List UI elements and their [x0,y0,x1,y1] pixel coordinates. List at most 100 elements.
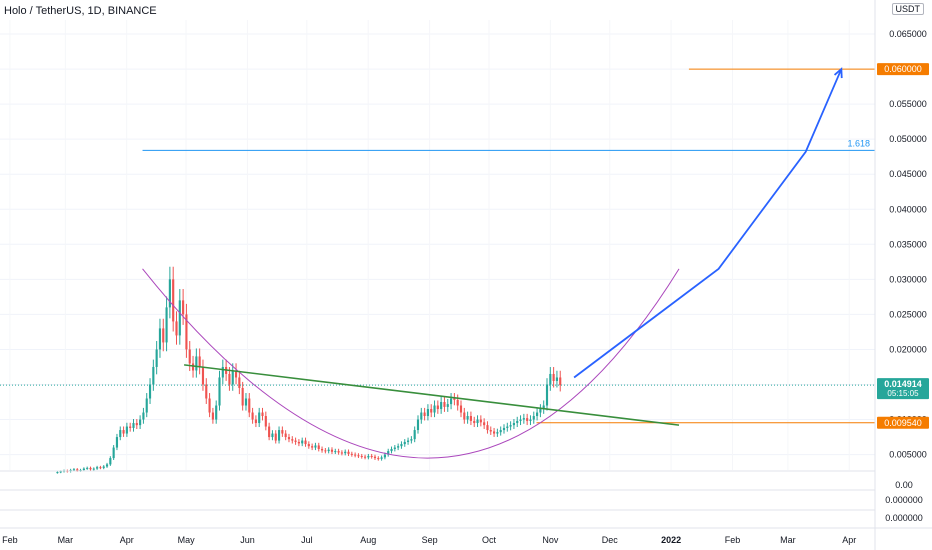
candle [453,393,456,406]
x-tick-label: Apr [120,535,134,545]
support-badge-label: 0.009540 [884,418,922,428]
candle-body [423,412,426,417]
candle-body [559,377,562,386]
candle-body [512,423,515,426]
candle-body [426,409,429,417]
candle-body [380,457,383,459]
candle-body [526,418,529,421]
candle [545,378,549,411]
candle-body [86,467,89,469]
candle [268,422,271,441]
candle-body [383,454,386,458]
candle-body [466,416,469,420]
candle-body [363,456,367,458]
candle [529,415,532,426]
candle [400,441,403,449]
candle [284,430,287,441]
candle [397,443,400,451]
candle [430,404,433,418]
candle [264,411,267,431]
candle-body [324,450,327,452]
candle [344,449,347,456]
candle-body [397,446,400,448]
candle [168,266,171,319]
candle [370,453,373,459]
candle-body [109,458,112,465]
candle [519,415,522,426]
x-tick-label: Sep [422,535,438,545]
candle [218,370,221,411]
candle-body [387,451,390,455]
candle [148,378,152,404]
lower-tick-label: 0.000000 [885,513,923,523]
candle-body [294,440,297,442]
candle-body [182,300,185,315]
candle-body [529,419,532,421]
candle [112,445,115,460]
candle-body [287,437,291,440]
candle [509,421,512,431]
candle-body [261,412,264,417]
candles [56,266,562,474]
candle [287,433,291,443]
candle-body [122,430,125,434]
projection-path [573,68,843,379]
x-tick-label: Jul [301,535,313,545]
candle [175,311,178,345]
candle [89,466,92,471]
candle [516,416,519,428]
candle [122,426,125,437]
candle-body [377,458,380,460]
target-badge-label: 0.060000 [884,64,922,74]
candle [423,407,426,421]
candle [261,407,264,421]
candle [188,341,191,372]
candle-body [241,387,244,406]
candle [377,456,380,461]
candle-body [483,422,486,426]
candle [337,448,340,455]
candle-body [446,404,449,407]
candle [440,396,443,414]
candle-body [129,426,132,428]
candle [387,448,390,457]
candle-body [277,430,281,441]
candle [522,413,525,424]
y-tick-label: 0.040000 [889,204,927,214]
candle [526,413,529,426]
projection-arrowhead [833,67,843,79]
candle-body [390,448,393,452]
y-tick-label: 0.065000 [889,29,927,39]
chart-title: Holo / TetherUS, 1D, BINANCE [4,5,157,17]
candle [96,465,99,470]
candle [403,439,406,447]
candle [221,359,224,385]
candle [393,445,396,452]
candle-body [258,412,261,424]
time-axis[interactable]: Feb Mar Apr May Jun Jul Aug Sep Oct Nov Dec 2022 Feb… [0,527,932,545]
candle-body [344,451,347,454]
candle-body [469,416,472,421]
candle [182,289,185,325]
candle [542,400,545,414]
annotations[interactable]: 1.618 [0,67,875,459]
x-tick-label: Apr [842,535,856,545]
candle-body [337,451,340,453]
candle-body [291,439,294,441]
candle [99,465,102,470]
fib-label: 1.618 [847,138,870,148]
candle [172,266,175,332]
candle-body [119,430,122,438]
candle [314,442,317,451]
candle-body [542,405,545,410]
support-badge: 0.009540 [877,416,929,429]
candle-body [231,370,234,385]
candle [198,348,201,375]
candle-body [125,426,128,434]
candle-body [367,455,370,458]
price-axis[interactable]: 0.065000 0.060000 0.055000 0.050000 0.045000… [874,0,927,550]
currency-badge[interactable]: USDT [891,3,924,15]
candle-body [516,420,519,424]
